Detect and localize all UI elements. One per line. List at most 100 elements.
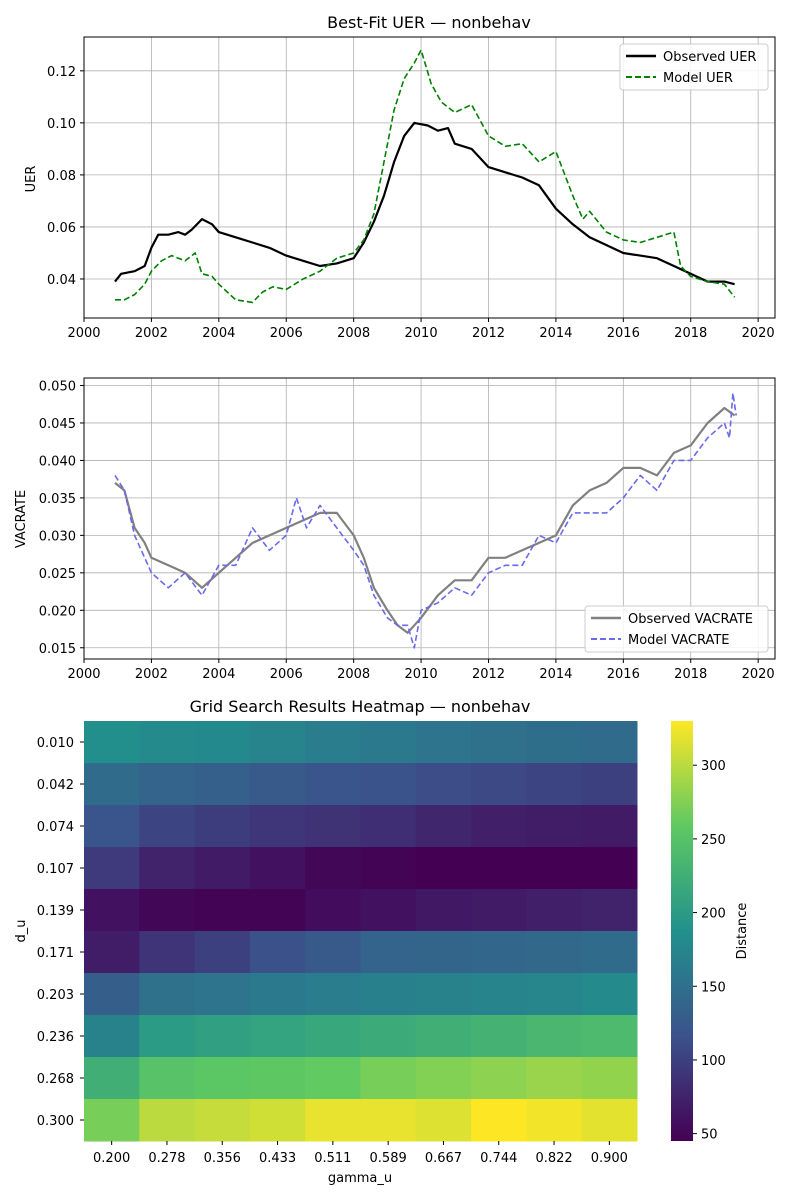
heatmap-x-tick-label: 0.900 [591,1151,628,1166]
heatmap-cell [249,1057,306,1100]
series-line-observed-uer [114,121,735,286]
heatmap-cell [360,805,417,848]
p2-x-tick-label: 2002 [135,667,168,682]
heatmap-cell [526,1057,583,1100]
heatmap-title: Grid Search Results Heatmap — nonbehav [190,697,531,716]
colorbar-tick-label: 200 [701,907,726,922]
heatmap-x-tick-label: 0.822 [535,1151,572,1166]
heatmap-cell [581,1015,638,1058]
heatmap-cell [581,805,638,848]
heatmap-cell [139,1057,196,1100]
heatmap-cell [526,805,583,848]
heatmap-cell [526,889,583,932]
vacrate-legend: Observed VACRATE Model VACRATE [584,605,769,653]
heatmap-cell [84,1099,140,1142]
heatmap-cell [581,1057,638,1100]
heatmap-y-tick-label: 0.236 [37,1030,74,1045]
p1-x-tick-label: 2018 [674,326,707,341]
p1-y-tick-label: 0.08 [47,169,76,184]
vacrate-line-chart: VACRATE 2000 2002 2004 2006 2008 2010 2012 2014… [14,377,776,682]
vacrate-plot-frame [83,377,776,660]
heatmap-cell [360,1099,417,1142]
heatmap-cell [415,889,472,932]
uer-series-lines [114,49,736,304]
uer-x-ticks: 2000 2002 2004 2006 2008 2010 2012 2014 2016 2018… [67,318,775,341]
p1-x-tick-label: 2010 [405,326,438,341]
p2-x-tick-label: 2004 [202,667,235,682]
heatmap-x-ticks: 0.200 0.278 0.356 0.433 0.511 0.589 0.667 0.744… [93,1141,628,1166]
heatmap-cell [194,889,251,932]
heatmap-cell [139,763,196,806]
heatmap-cell [415,763,472,806]
heatmap-cell [249,805,306,848]
heatmap-cell [305,805,361,848]
heatmap-cell [305,847,361,890]
uer-legend-box [619,43,769,91]
heatmap-cell [249,1099,306,1142]
heatmap-x-axis-label: gamma_u [328,1171,392,1186]
heatmap-y-ticks: 0.010 0.042 0.074 0.107 0.139 0.171 0.203 0.236… [37,736,84,1129]
p1-x-tick-label: 2020 [742,326,775,341]
p1-y-tick-label: 0.10 [47,117,76,132]
heatmap-cell [305,721,361,764]
uer-legend: Observed UER Model UER [619,43,769,91]
heatmap-cell [471,1057,527,1100]
vacrate-y-axis-label: VACRATE [14,490,29,548]
p1-x-tick-label: 2002 [135,326,168,341]
heatmap-cell [415,721,472,764]
heatmap-cell [360,721,417,764]
p2-x-tick-label: 2000 [67,667,100,682]
heatmap-cell [84,721,140,764]
grid-search-heatmap: Grid Search Results Heatmap — nonbehav 0… [14,697,750,1186]
heatmap-cell [84,763,140,806]
p1-y-tick-label: 0.06 [47,221,76,236]
uer-y-ticks: 0.04 0.06 0.08 0.10 0.12 [47,65,84,288]
heatmap-x-tick-label: 0.511 [314,1151,351,1166]
vacrate-legend-box [584,605,769,653]
p1-x-tick-label: 2006 [270,326,303,341]
heatmap-cell [581,1099,638,1142]
heatmap-y-tick-label: 0.010 [37,736,74,751]
heatmap-cell [249,721,306,764]
heatmap-cell [305,973,361,1016]
heatmap-y-tick-label: 0.268 [37,1072,74,1087]
p2-x-tick-label: 2018 [674,667,707,682]
legend-label-observed-vacrate: Observed VACRATE [628,612,753,627]
vacrate-x-ticks: 2000 2002 2004 2006 2008 2010 2012 2014 2016 2018… [67,659,775,682]
heatmap-cell [415,1015,472,1058]
p2-y-tick-label: 0.025 [39,567,76,582]
p2-x-tick-label: 2006 [270,667,303,682]
heatmap-cell [194,847,251,890]
heatmap-cell [84,805,140,848]
uer-chart-title: Best-Fit UER — nonbehav [327,13,531,32]
p2-y-tick-label: 0.015 [39,642,76,657]
heatmap-cell [526,973,583,1016]
heatmap-cell [249,763,306,806]
heatmap-cell [249,847,306,890]
heatmap-cell [305,1015,361,1058]
heatmap-cell [139,721,196,764]
heatmap-y-tick-label: 0.042 [37,778,74,793]
heatmap-cell [305,1057,361,1100]
heatmap-cell [305,1099,361,1142]
uer-line-chart: Best-Fit UER — nonbehav UER 2000 2002 2004… [24,13,776,341]
heatmap-cell [471,889,527,932]
p1-x-tick-label: 2008 [337,326,370,341]
p2-x-tick-label: 2010 [405,667,438,682]
heatmap-cell [526,1015,583,1058]
p1-y-tick-label: 0.12 [47,65,76,80]
heatmap-cells [84,721,638,1142]
p1-x-tick-label: 2012 [472,326,505,341]
heatmap-y-tick-label: 0.074 [37,820,74,835]
heatmap-cell [194,973,251,1016]
heatmap-cell [139,889,196,932]
heatmap-cell [194,1057,251,1100]
colorbar-tick-label: 300 [701,759,726,774]
heatmap-cell [415,1099,472,1142]
heatmap-cell [471,973,527,1016]
heatmap-cell [139,1015,196,1058]
heatmap-cell [581,847,638,890]
heatmap-cell [526,931,583,974]
heatmap-cell [84,1057,140,1100]
p1-x-tick-label: 2014 [539,326,572,341]
